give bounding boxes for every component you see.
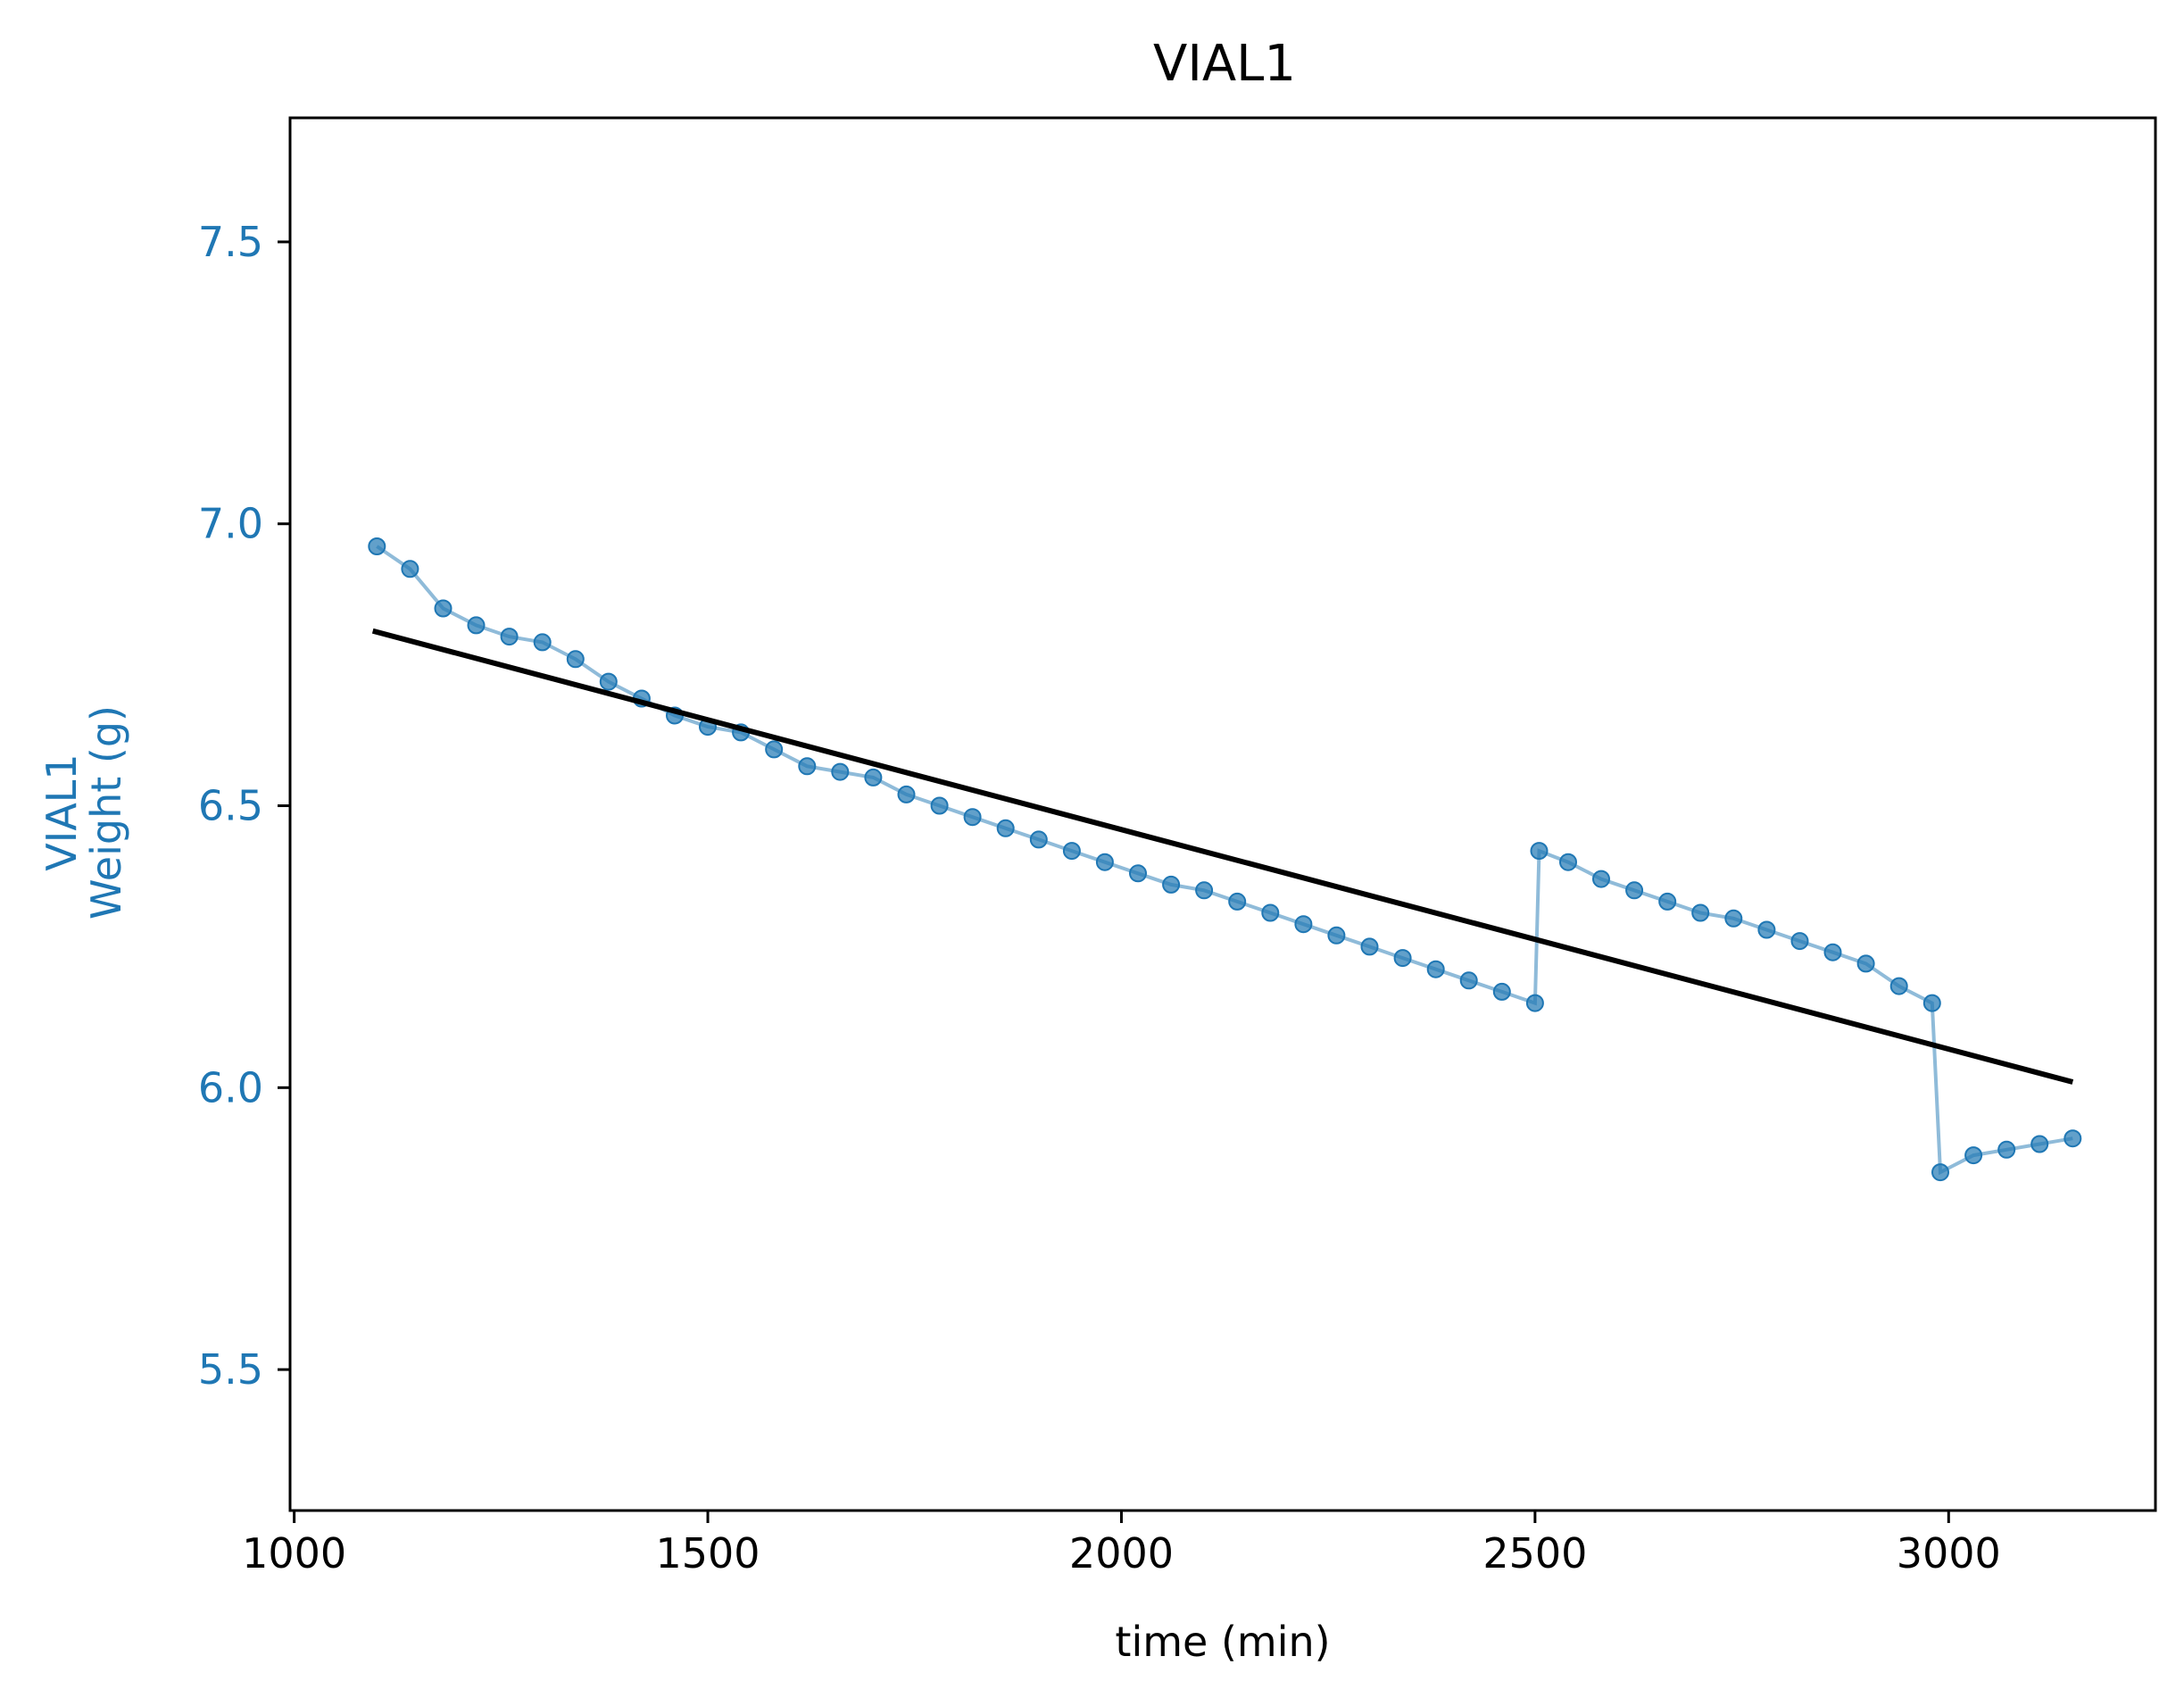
data-point [1823, 943, 1842, 961]
data-point [1658, 892, 1677, 911]
chart-title: VIAL1 [1153, 35, 1296, 93]
data-point [1724, 909, 1743, 928]
data-point [1856, 954, 1875, 973]
x-tick-label: 2500 [1482, 1529, 1587, 1577]
data-point [533, 633, 552, 652]
data-point [566, 650, 585, 669]
data-point [1228, 892, 1247, 911]
data-point [467, 616, 486, 635]
data-point [368, 537, 386, 555]
data-point [1931, 1163, 1949, 1182]
y-axis-label-line2: Weight (g) [82, 705, 130, 920]
data-point [1327, 926, 1346, 945]
fit-line [371, 628, 2074, 1085]
data-point [1029, 830, 1048, 849]
y-tick-label: 6.0 [198, 1063, 263, 1111]
data-point [1261, 903, 1280, 922]
x-tick-label: 3000 [1897, 1529, 2001, 1577]
data-point [963, 808, 982, 827]
data-point [1997, 1140, 2016, 1159]
data-point [434, 599, 453, 618]
x-tick-label: 2000 [1069, 1529, 1174, 1577]
x-tick-label: 1000 [242, 1529, 346, 1577]
data-point [1790, 932, 1809, 951]
data-point [1095, 853, 1114, 871]
data-point [930, 796, 949, 815]
data-point [897, 785, 916, 803]
data-point [1162, 875, 1181, 894]
data-point [996, 819, 1015, 837]
data-point [1393, 949, 1412, 968]
data-point [1625, 881, 1644, 900]
data-point [798, 757, 817, 776]
data-point [765, 740, 784, 759]
y-tick-label: 7.0 [198, 500, 263, 548]
data-point [1889, 977, 1908, 995]
data-point [2030, 1135, 2049, 1153]
data-point [1559, 853, 1577, 871]
data-point [1129, 864, 1147, 883]
data-point [1525, 994, 1544, 1012]
data-point [1294, 915, 1313, 934]
data-point [1459, 971, 1478, 990]
data-point [1062, 842, 1081, 861]
data-point [864, 768, 883, 787]
data-point [1530, 842, 1549, 861]
y-tick-label: 5.5 [198, 1345, 263, 1394]
plot-frame [288, 116, 2157, 1512]
data-point [1592, 870, 1610, 888]
data-point [1964, 1146, 1983, 1165]
data-point [1426, 960, 1445, 978]
y-axis-label-line1: VIAL1 [37, 753, 86, 870]
data-point [1360, 937, 1379, 956]
data-point [599, 672, 618, 691]
data-point [1922, 994, 1941, 1012]
data-point [1757, 920, 1776, 939]
y-tick-label: 6.5 [198, 782, 263, 830]
data-point [401, 560, 419, 578]
data-point [2064, 1129, 2082, 1148]
y-tick-label: 7.5 [198, 218, 263, 266]
data-point [500, 628, 519, 646]
data-point [1691, 903, 1710, 922]
x-tick-label: 1500 [656, 1529, 760, 1577]
data-point [1195, 881, 1214, 900]
data-point [1492, 982, 1511, 1001]
data-point [831, 762, 850, 781]
x-axis-label: time (min) [1115, 1618, 1330, 1666]
